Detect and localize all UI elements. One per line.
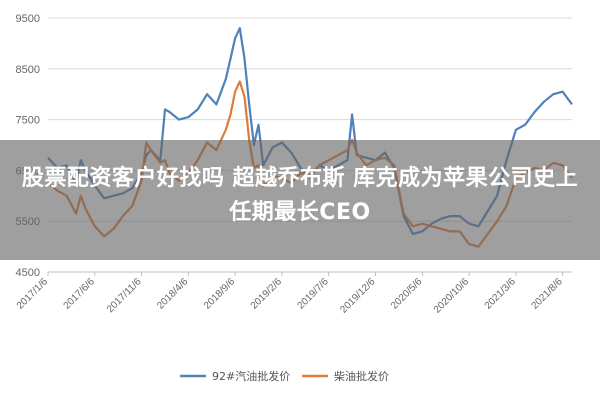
- x-tick-label: 2021/8/6: [529, 276, 565, 312]
- x-tick-label: 2019/7/6: [296, 276, 332, 312]
- x-tick-label: 2017/11/6: [105, 276, 144, 315]
- y-tick-label: 7500: [16, 115, 40, 127]
- legend-label-2: 柴油批发价: [334, 369, 389, 383]
- legend-label-1: 92#汽油批发价: [212, 369, 290, 383]
- x-tick-label: 2017/1/6: [15, 276, 51, 312]
- y-tick-label: 4500: [16, 267, 40, 279]
- x-tick-label: 2017/6/6: [62, 276, 98, 312]
- y-tick-label: 8500: [16, 64, 40, 76]
- x-tick-label: 2018/9/6: [202, 276, 238, 312]
- x-tick-label: 2020/5/6: [389, 276, 425, 312]
- y-tick-label: 9500: [16, 13, 40, 25]
- x-tick-label: 2019/12/6: [338, 276, 378, 316]
- legend: 92#汽油批发价 柴油批发价: [180, 369, 389, 383]
- x-tick-label: 2019/2/6: [249, 276, 285, 312]
- headline-banner: 股票配资客户好找吗 超越乔布斯 库克成为苹果公司史上任期最长CEO: [0, 140, 600, 260]
- x-tick-label: 2018/4/6: [155, 276, 191, 312]
- headline-text: 股票配资客户好找吗 超越乔布斯 库克成为苹果公司史上任期最长CEO: [21, 166, 579, 225]
- x-axis: 2017/1/6 2017/6/6 2017/11/6 2018/4/6 2018/9/…: [15, 271, 572, 316]
- x-tick-label: 2021/3/6: [483, 276, 519, 312]
- x-tick-label: 2020/10/6: [432, 276, 472, 316]
